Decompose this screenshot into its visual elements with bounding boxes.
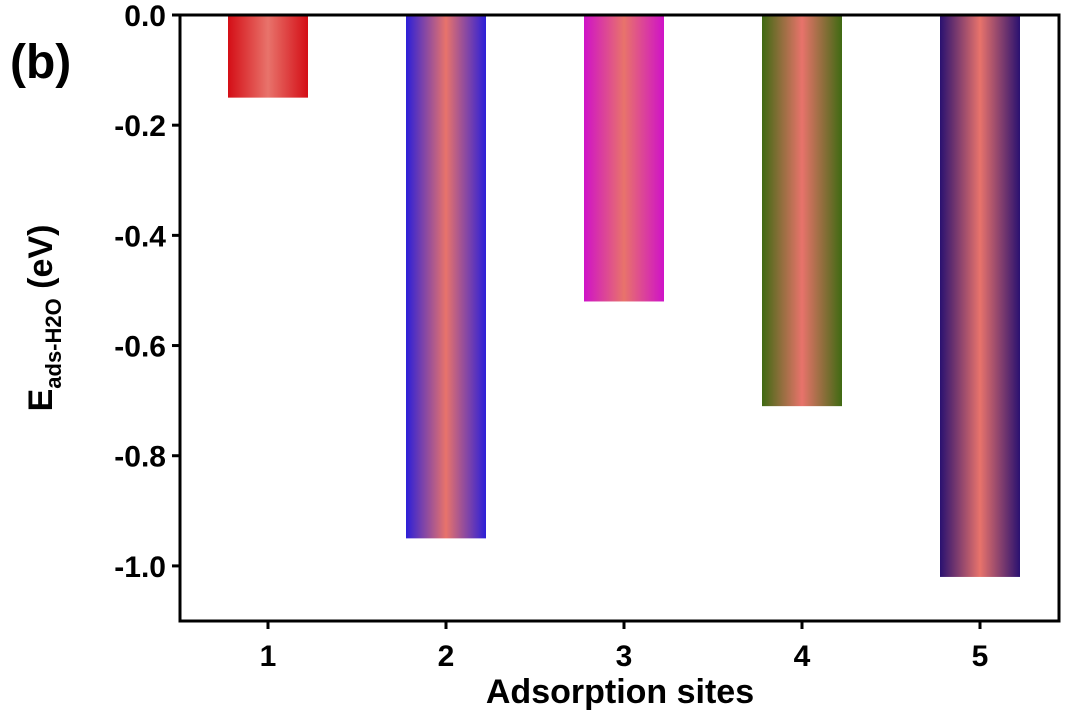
y-axis-title-subscript: ads-H2O xyxy=(41,298,66,388)
x-tick-label: 1 xyxy=(260,640,277,673)
y-axis-title-unit: (eV) xyxy=(22,225,60,299)
y-tick-label: -0.8 xyxy=(114,441,166,474)
bar-site-1 xyxy=(228,15,308,98)
bars-group xyxy=(228,15,1020,577)
x-axis-title: Adsorption sites xyxy=(486,673,754,711)
bar-site-4 xyxy=(762,15,842,407)
y-axis-title: Eads-H2O (eV) xyxy=(22,225,66,412)
bar-site-2 xyxy=(406,15,486,539)
x-tick-label: 2 xyxy=(438,640,455,673)
x-tick-label: 4 xyxy=(794,640,811,673)
x-tick-label: 5 xyxy=(972,640,989,673)
y-tick-label: -0.4 xyxy=(114,220,166,253)
bar-site-5 xyxy=(940,15,1020,577)
y-axis-title-main: E xyxy=(22,389,60,412)
plot-frame xyxy=(178,13,1061,623)
panel-label: (b) xyxy=(10,36,71,89)
x-axis-ticks: 1 2 3 4 5 xyxy=(260,621,989,673)
y-axis-ticks: 0.0 -0.2 -0.4 -0.6 -0.8 -1.0 xyxy=(114,0,180,584)
y-tick-label: -0.6 xyxy=(114,331,166,364)
y-tick-label: -1.0 xyxy=(114,551,166,584)
x-tick-label: 3 xyxy=(616,640,633,673)
y-tick-label: -0.2 xyxy=(114,110,166,143)
bar-site-3 xyxy=(584,15,664,302)
y-tick-label: 0.0 xyxy=(124,0,166,33)
